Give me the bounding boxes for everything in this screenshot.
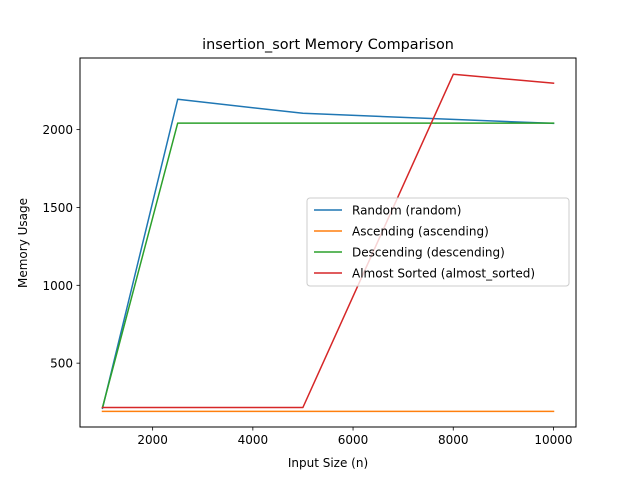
series-line-2 xyxy=(101,122,555,409)
x-tick-label: 4000 xyxy=(238,433,269,447)
x-tick-label: 8000 xyxy=(438,433,469,447)
series-line-0 xyxy=(101,98,555,410)
plot-frame xyxy=(79,57,577,428)
legend-box xyxy=(306,197,570,287)
legend-label-2: Descending (descending) xyxy=(352,246,505,260)
legend-label-3: Almost Sorted (almost_sorted) xyxy=(352,267,535,281)
x-tick-label: 10000 xyxy=(534,433,572,447)
y-tick-label: 1500 xyxy=(42,201,73,215)
chart-title: insertion_sort Memory Comparison xyxy=(202,37,454,53)
legend: Random (random) Ascending (ascending) Desc… xyxy=(306,197,570,287)
x-axis: 2000 4000 6000 8000 10000 xyxy=(137,427,573,447)
y-tick-label: 2000 xyxy=(42,123,73,137)
y-axis-label: Memory Usage xyxy=(16,198,30,288)
x-tick-label: 6000 xyxy=(338,433,369,447)
legend-label-1: Ascending (ascending) xyxy=(352,225,489,239)
y-tick-label: 1000 xyxy=(42,279,73,293)
legend-label-0: Random (random) xyxy=(352,204,461,218)
x-tick-label: 2000 xyxy=(137,433,168,447)
x-axis-label: Input Size (n) xyxy=(288,456,368,470)
y-axis: 500 1000 1500 2000 xyxy=(42,123,80,371)
y-tick-label: 500 xyxy=(50,357,73,371)
